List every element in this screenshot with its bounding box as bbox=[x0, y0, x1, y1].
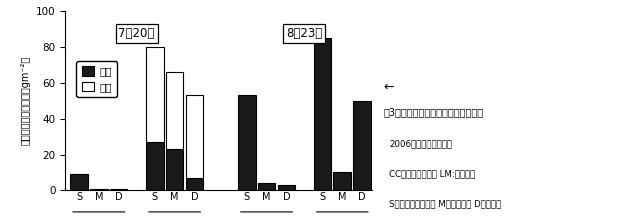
Bar bbox=[166, 149, 184, 190]
Legend: 雑草, 大麦: 雑草, 大麦 bbox=[76, 61, 117, 97]
Text: 図3　雑草及び大麦の乾物重の推移．: 図3 雑草及び大麦の乾物重の推移． bbox=[383, 108, 483, 118]
Text: CC：除草剤使用， LM:無除草剤: CC：除草剤使用， LM:無除草剤 bbox=[389, 169, 476, 178]
Text: 8月23日: 8月23日 bbox=[286, 27, 322, 40]
Bar bbox=[238, 95, 255, 190]
Bar bbox=[166, 72, 184, 149]
Text: S：播種密度標準， M：同中間， D：同密植: S：播種密度標準， M：同中間， D：同密植 bbox=[389, 199, 502, 208]
Bar bbox=[278, 185, 295, 190]
Bar bbox=[314, 38, 331, 190]
Bar bbox=[185, 95, 203, 178]
Bar bbox=[90, 189, 108, 190]
Text: 7月20日: 7月20日 bbox=[118, 27, 155, 40]
Bar bbox=[353, 101, 371, 190]
Bar bbox=[185, 178, 203, 190]
Bar bbox=[110, 189, 128, 190]
Bar bbox=[146, 142, 164, 190]
Bar bbox=[334, 172, 351, 190]
Bar bbox=[258, 183, 275, 190]
Text: ←: ← bbox=[383, 81, 394, 94]
Text: 2006年の試験データ．: 2006年の試験データ． bbox=[389, 139, 453, 148]
Y-axis label: 雑草と大麦の乾物重（gm⁻²）: 雑草と大麦の乾物重（gm⁻²） bbox=[20, 56, 30, 145]
Bar bbox=[146, 47, 164, 142]
Bar bbox=[70, 174, 88, 190]
